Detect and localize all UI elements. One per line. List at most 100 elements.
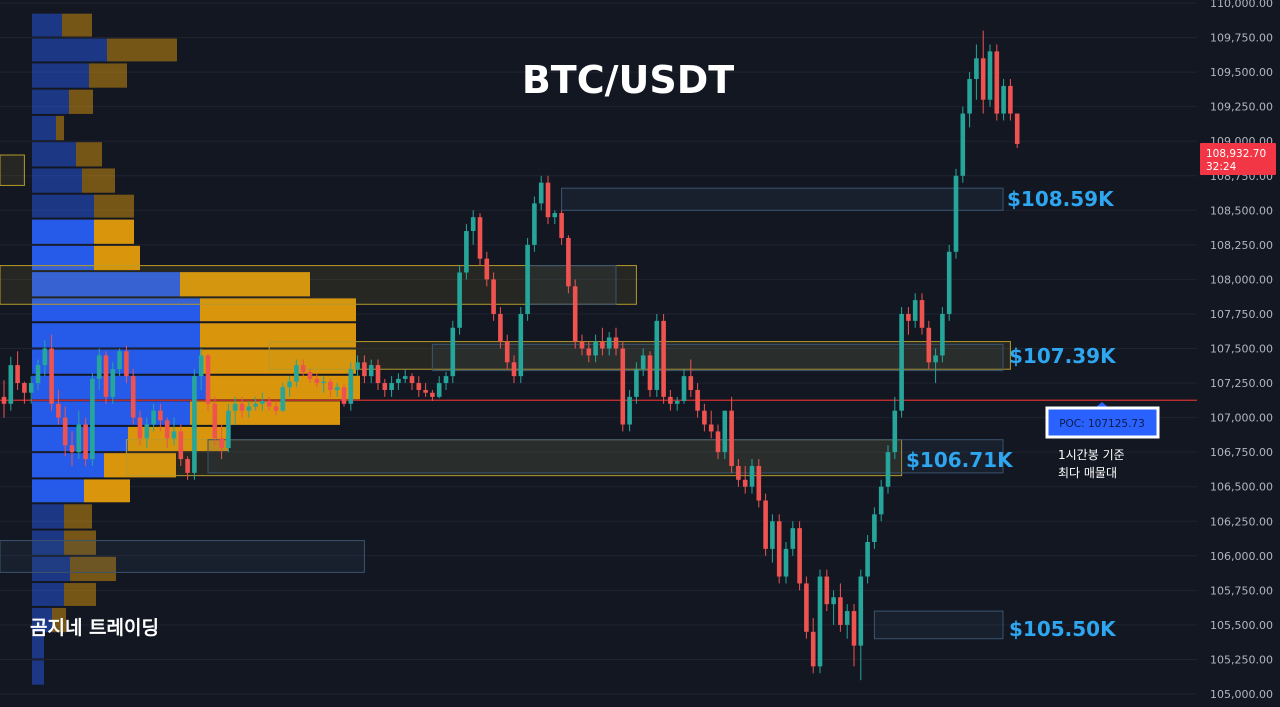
- candle-body: [246, 406, 252, 411]
- volume-profile-down-bar: [69, 89, 93, 114]
- candle-body: [504, 341, 510, 363]
- candle-body: [790, 528, 796, 549]
- candle-body: [511, 362, 517, 377]
- candle-body: [722, 410, 728, 453]
- candle-body: [62, 417, 68, 446]
- candle-body: [205, 355, 211, 404]
- level-box: [873, 610, 1004, 640]
- volume-profile-down-bar: [64, 504, 92, 529]
- volume-profile-up-bar: [32, 349, 200, 374]
- candle-body: [83, 424, 88, 460]
- candle-body: [226, 410, 231, 449]
- candle-body: [899, 313, 904, 411]
- level-labels: $108.59K $107.39K $106.71K $105.50K: [906, 187, 1117, 641]
- candle-body: [470, 217, 476, 232]
- poc-box: [1045, 406, 1160, 439]
- candle-body: [742, 479, 748, 487]
- axis-tick-label: 105,500.00: [1210, 619, 1273, 632]
- axis-tick-label: 108,250.00: [1210, 239, 1273, 252]
- candle-body: [28, 383, 34, 393]
- volume-profile-up-bar: [32, 375, 210, 400]
- level-box: [431, 343, 1004, 372]
- candle-body: [484, 258, 490, 280]
- candle-body: [436, 383, 442, 397]
- candle-body: [715, 431, 721, 453]
- candle-body: [736, 465, 741, 480]
- volume-profile-down-bar: [94, 219, 134, 244]
- candle-body: [90, 378, 95, 460]
- candle-body: [627, 396, 632, 425]
- candle-body: [443, 376, 449, 384]
- candle-body: [321, 381, 326, 384]
- candle-body: [994, 51, 1000, 114]
- level-label-107-39k: $107.39K: [1009, 344, 1117, 368]
- candle-body: [219, 438, 224, 449]
- candle-body: [912, 300, 918, 321]
- candle-body: [1, 396, 7, 404]
- candle-body: [579, 341, 585, 349]
- candle-body: [729, 410, 734, 466]
- volume-profile-up-bar: [32, 504, 64, 529]
- candle-body: [178, 431, 184, 460]
- candle-body: [600, 341, 605, 349]
- candles: [1, 30, 1020, 681]
- candle-body: [865, 541, 870, 577]
- price-badge-price: 108,932.70: [1206, 148, 1266, 160]
- supply-zone-box: [0, 154, 25, 186]
- volume-profile-up-bar: [32, 530, 64, 555]
- volume-profile-down-bar: [70, 556, 116, 582]
- candle-body: [450, 327, 456, 377]
- candle-body: [586, 348, 592, 356]
- candle-body: [824, 576, 830, 605]
- candle-body: [960, 113, 966, 176]
- volume-profile-down-bar: [52, 607, 66, 633]
- price-badge-countdown: 32:24: [1206, 161, 1237, 173]
- volume-profile-up-bar: [32, 479, 84, 503]
- candle-body: [409, 376, 415, 384]
- price-axis[interactable]: 110,000.00 109,750.00 109,500.00 109,250.00…: [1210, 0, 1273, 701]
- poc-note-line-1: 1시간봉 기준: [1058, 448, 1125, 462]
- axis-tick-label: 107,000.00: [1210, 412, 1273, 425]
- candle-body: [844, 611, 850, 625]
- volume-profile-up-bar: [32, 634, 44, 659]
- volume-profile-up-bar: [32, 115, 56, 141]
- candle-body: [1008, 85, 1013, 114]
- volume-profile-up-bar: [32, 168, 82, 193]
- candle-body: [280, 387, 286, 411]
- candle-body: [192, 376, 197, 473]
- candle-body: [498, 313, 503, 342]
- volume-profile-up-bar: [32, 401, 190, 425]
- candle-body: [749, 465, 755, 487]
- volume-profile-up-bar: [32, 607, 52, 633]
- volume-profile-up-bar: [32, 660, 44, 685]
- volume-profile-down-bar: [56, 115, 64, 141]
- volume-profile-up-bar: [32, 63, 89, 88]
- candle-body: [967, 79, 972, 114]
- candle-body: [681, 376, 687, 402]
- candle-body: [953, 175, 959, 252]
- candle-body: [212, 403, 218, 439]
- candle-body: [525, 244, 530, 314]
- candle-body: [566, 237, 571, 287]
- supply-zone-box: [268, 341, 1011, 370]
- candle-body: [926, 327, 932, 363]
- chart-title: BTC/USDT: [522, 58, 734, 102]
- candle-body: [124, 351, 129, 377]
- volume-profile-down-bar: [180, 272, 310, 297]
- level-box: [207, 439, 1004, 474]
- axis-tick-label: 108,000.00: [1210, 273, 1273, 286]
- candle-body: [654, 320, 660, 390]
- candle-body: [532, 203, 537, 245]
- volume-profile-down-bar: [200, 323, 356, 348]
- candle-body: [946, 251, 952, 314]
- candle-body: [851, 611, 857, 646]
- candle-body: [906, 313, 911, 321]
- candle-body: [783, 548, 789, 577]
- candle-body: [776, 521, 782, 577]
- candle-body: [974, 58, 979, 80]
- current-price-badge: 108,932.70 32:24: [1200, 143, 1276, 175]
- axis-tick-label: 109,750.00: [1210, 32, 1273, 45]
- candle-body: [96, 355, 102, 379]
